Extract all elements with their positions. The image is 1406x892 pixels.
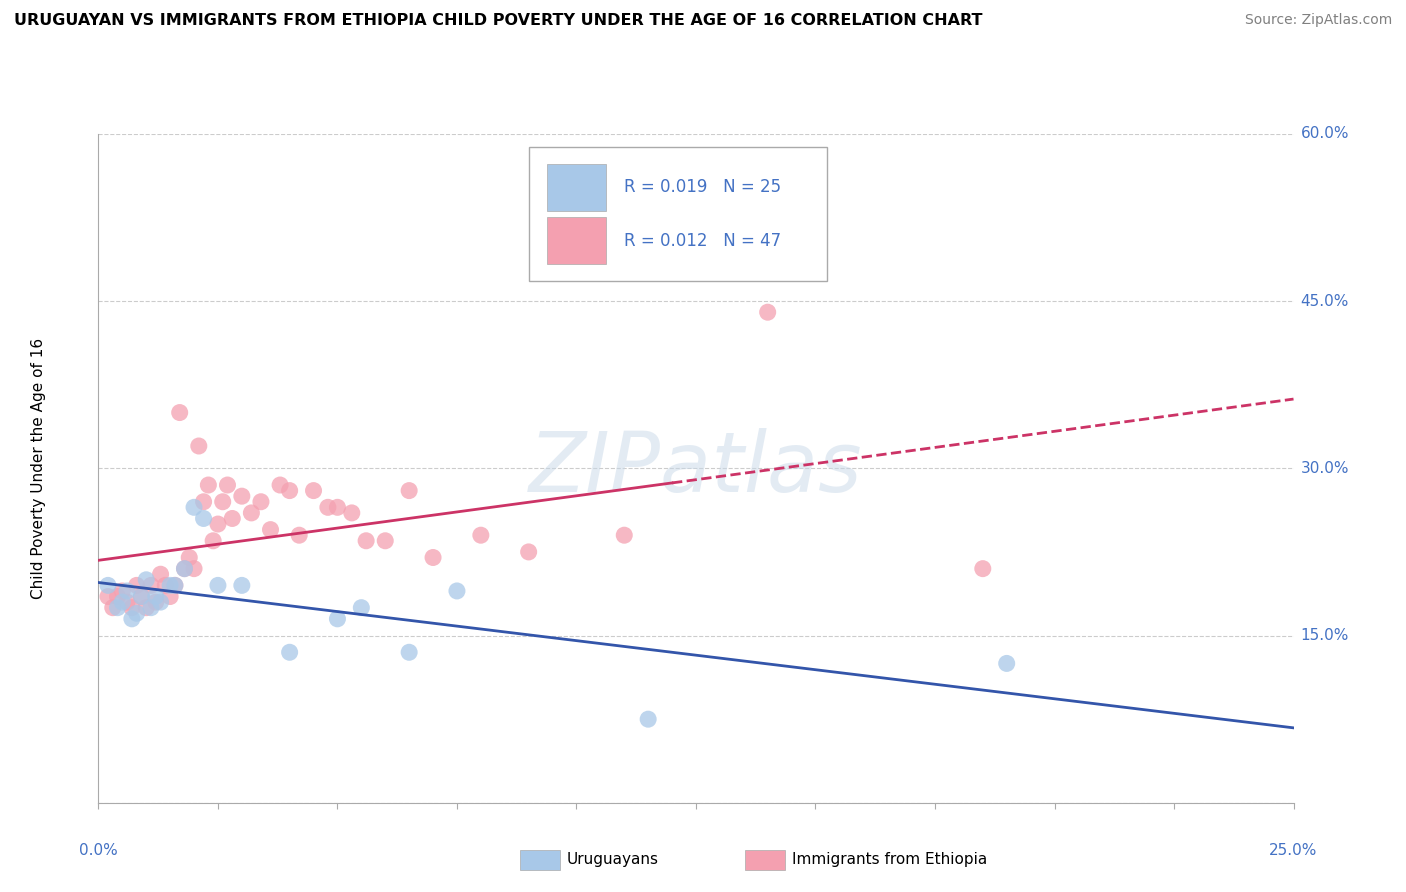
Text: ZIPatlas: ZIPatlas: [529, 428, 863, 508]
Point: [193, 494, 215, 508]
FancyBboxPatch shape: [547, 164, 606, 211]
Text: 60.0%: 60.0%: [1301, 127, 1348, 141]
Point: [613, 528, 636, 542]
Point: [446, 584, 468, 599]
Point: [111, 595, 134, 609]
Point: [131, 590, 153, 604]
Point: [197, 478, 219, 492]
Text: 30.0%: 30.0%: [1301, 461, 1348, 475]
Point: [398, 483, 420, 498]
Text: URUGUAYAN VS IMMIGRANTS FROM ETHIOPIA CHILD POVERTY UNDER THE AGE OF 16 CORRELAT: URUGUAYAN VS IMMIGRANTS FROM ETHIOPIA CH…: [14, 13, 983, 29]
Point: [995, 657, 1018, 671]
Point: [149, 567, 172, 582]
Point: [316, 500, 339, 515]
Point: [756, 305, 779, 319]
Point: [173, 562, 195, 576]
Point: [111, 584, 134, 599]
Point: [163, 578, 186, 592]
Point: [125, 578, 148, 592]
Point: [350, 600, 373, 615]
Point: [269, 478, 291, 492]
Point: [115, 584, 138, 599]
Point: [250, 494, 273, 508]
Point: [470, 528, 492, 542]
FancyBboxPatch shape: [547, 218, 606, 264]
Point: [211, 494, 233, 508]
Point: [135, 573, 157, 587]
Point: [517, 545, 540, 559]
Point: [240, 506, 263, 520]
Point: [163, 578, 186, 592]
Point: [193, 511, 215, 525]
Point: [131, 590, 153, 604]
Point: [972, 562, 994, 576]
Text: 25.0%: 25.0%: [1270, 843, 1317, 858]
Point: [101, 600, 124, 615]
Point: [231, 578, 253, 592]
Text: Source: ZipAtlas.com: Source: ZipAtlas.com: [1244, 13, 1392, 28]
Point: [183, 562, 205, 576]
Point: [207, 578, 229, 592]
Point: [326, 500, 349, 515]
Point: [374, 533, 396, 548]
Text: R = 0.012   N = 47: R = 0.012 N = 47: [624, 232, 782, 250]
Point: [637, 712, 659, 726]
Point: [187, 439, 209, 453]
Text: 15.0%: 15.0%: [1301, 628, 1348, 643]
Point: [135, 600, 157, 615]
Point: [288, 528, 311, 542]
Point: [121, 612, 143, 626]
Point: [139, 578, 162, 592]
Point: [159, 578, 181, 592]
Point: [107, 600, 129, 615]
Point: [221, 511, 243, 525]
Point: [259, 523, 281, 537]
Point: [422, 550, 444, 565]
Text: Uruguayans: Uruguayans: [567, 853, 658, 867]
Point: [173, 562, 195, 576]
Point: [139, 600, 162, 615]
Point: [202, 533, 225, 548]
Point: [169, 406, 191, 420]
FancyBboxPatch shape: [529, 147, 827, 281]
Point: [115, 595, 138, 609]
Text: R = 0.019   N = 25: R = 0.019 N = 25: [624, 178, 782, 196]
Point: [278, 645, 301, 659]
Point: [179, 550, 201, 565]
Text: Immigrants from Ethiopia: Immigrants from Ethiopia: [792, 853, 987, 867]
Point: [340, 506, 363, 520]
Point: [278, 483, 301, 498]
Point: [326, 612, 349, 626]
Point: [97, 590, 120, 604]
Point: [354, 533, 377, 548]
Point: [107, 590, 129, 604]
Point: [145, 590, 167, 604]
Point: [97, 578, 120, 592]
Point: [159, 590, 181, 604]
Point: [302, 483, 325, 498]
Point: [231, 489, 253, 503]
Point: [121, 600, 143, 615]
Point: [125, 607, 148, 621]
Point: [145, 595, 167, 609]
Point: [398, 645, 420, 659]
Text: 45.0%: 45.0%: [1301, 293, 1348, 309]
Point: [155, 578, 177, 592]
Point: [149, 595, 172, 609]
Point: [217, 478, 239, 492]
Point: [183, 500, 205, 515]
Point: [207, 517, 229, 532]
Text: Child Poverty Under the Age of 16: Child Poverty Under the Age of 16: [31, 338, 46, 599]
Text: 0.0%: 0.0%: [79, 843, 118, 858]
